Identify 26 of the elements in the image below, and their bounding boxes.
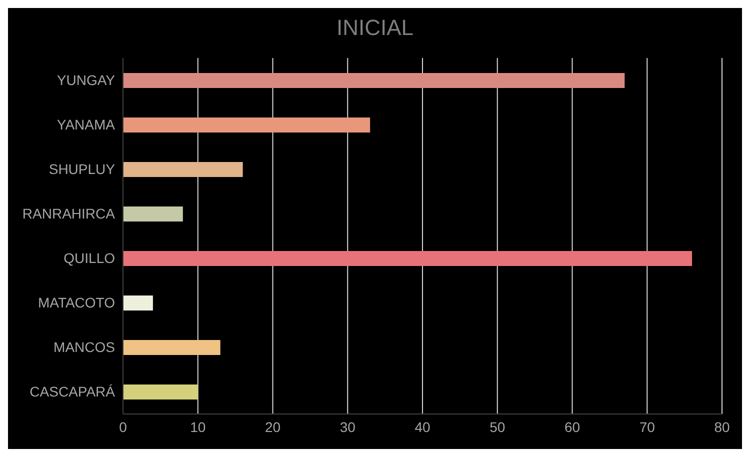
bar: [123, 340, 220, 355]
y-tick-label: YUNGAY: [56, 72, 116, 88]
x-tick-label: 10: [190, 418, 206, 435]
bar: [123, 118, 370, 132]
x-tick-label: 30: [340, 418, 356, 435]
x-tick-label: 50: [490, 418, 506, 435]
x-tick-label: 20: [264, 418, 281, 435]
x-tick-label: 80: [714, 418, 730, 435]
bar: [123, 384, 198, 400]
bar: [123, 73, 625, 88]
x-tick-label: 60: [564, 418, 580, 435]
bar: [123, 296, 153, 310]
y-tick-label: CASCAPARÁ: [30, 384, 116, 400]
x-tick-label: 70: [639, 418, 656, 435]
chart-title: INICIAL: [335, 14, 415, 42]
bar: [123, 206, 183, 222]
y-tick-label: RANRAHIRCA: [22, 206, 116, 222]
bar: [123, 162, 243, 177]
y-tick-label: QUILLO: [64, 250, 116, 266]
bar: [123, 251, 692, 266]
x-tick-label: 40: [414, 418, 430, 435]
y-tick-label: SHUPLUY: [48, 161, 116, 178]
y-tick-label: YANAMA: [56, 116, 116, 133]
x-tick-label: 0: [119, 418, 128, 435]
y-tick-label: MATACOTO: [38, 294, 116, 311]
y-tick-label: MANCOS: [54, 339, 115, 356]
